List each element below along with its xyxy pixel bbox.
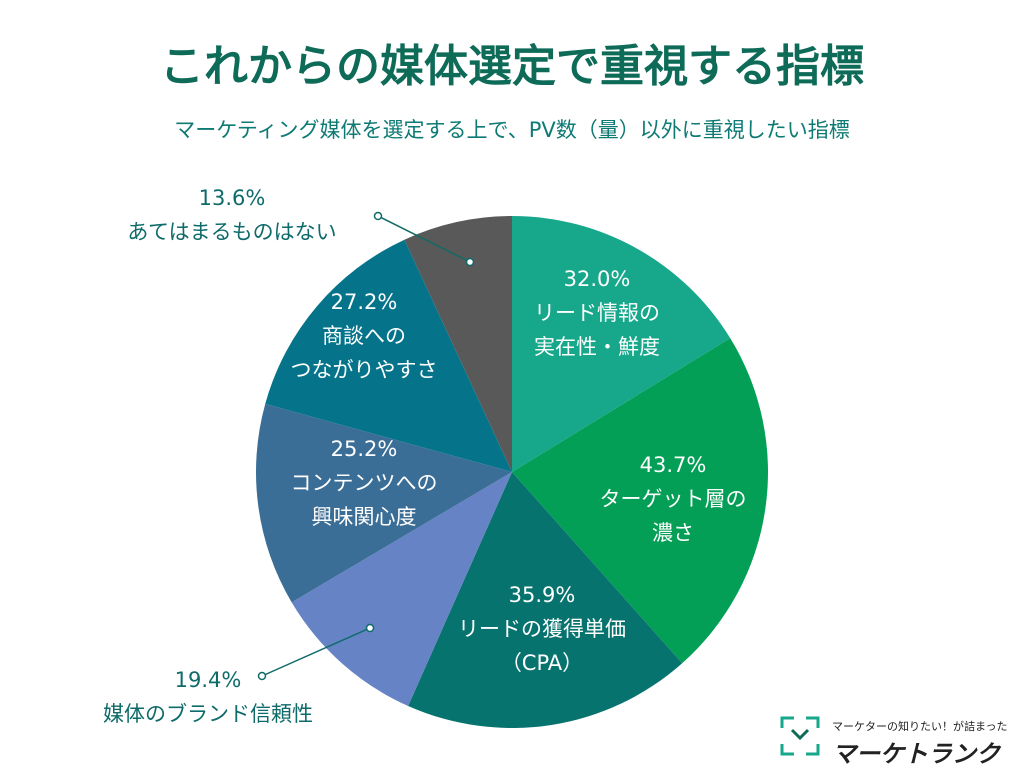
pie-slice	[512, 338, 768, 664]
category-label: あてはまるものはない	[127, 220, 337, 244]
category-label: リードの獲得単価 （CPA）	[458, 617, 626, 675]
pie-slice	[408, 472, 683, 728]
value-label: 32.0%	[563, 267, 631, 291]
logo-name: マーケトランク	[832, 740, 1000, 768]
logo-tagline: マーケターの知りたい！が詰まった	[832, 720, 1008, 733]
chart-title: これからの媒体選定で重視する指標	[160, 41, 864, 92]
slice-label: 32.0% リード情報の 実在性・鮮度	[477, 262, 717, 364]
category-label: ターゲット層の 濃さ	[599, 487, 747, 545]
category-label: 商談への つながりやすさ	[290, 324, 438, 382]
leader-line	[261, 627, 371, 677]
value-label: 35.9%	[508, 583, 576, 607]
leader-dot	[365, 623, 375, 633]
chart-subtitle: マーケティング媒体を選定する上で、PV数（量）以外に重視したい指標	[174, 118, 850, 142]
value-label: 25.2%	[330, 437, 398, 461]
category-label: コンテンツへの 興味関心度	[290, 471, 438, 529]
value-label: 27.2%	[330, 290, 398, 314]
leader-dot	[257, 671, 267, 681]
pie-slice	[512, 216, 731, 472]
category-label: 媒体のブランド信頼性	[103, 702, 313, 726]
slice-label: 25.2% コンテンツへの 興味関心度	[244, 432, 484, 534]
pie-slice	[256, 403, 512, 603]
slice-label: 19.4% 媒体のブランド信頼性	[88, 663, 328, 731]
slice-label: 13.6% あてはまるものはない	[112, 181, 352, 249]
value-label: 13.6%	[198, 186, 266, 210]
category-label: リード情報の 実在性・鮮度	[534, 301, 660, 359]
slice-label: 35.9% リードの獲得単価 （CPA）	[422, 578, 662, 680]
leader-line	[377, 215, 471, 263]
leader-dot	[465, 257, 475, 267]
pie-slice	[265, 239, 512, 472]
pie-slice	[404, 216, 512, 472]
leader-dot	[373, 211, 383, 221]
logo-icon	[780, 716, 820, 756]
pie-slice	[291, 472, 512, 706]
value-label: 43.7%	[639, 453, 707, 477]
slice-label: 27.2% 商談への つながりやすさ	[244, 285, 484, 387]
value-label: 19.4%	[174, 668, 242, 692]
slice-label: 43.7% ターゲット層の 濃さ	[553, 448, 793, 550]
